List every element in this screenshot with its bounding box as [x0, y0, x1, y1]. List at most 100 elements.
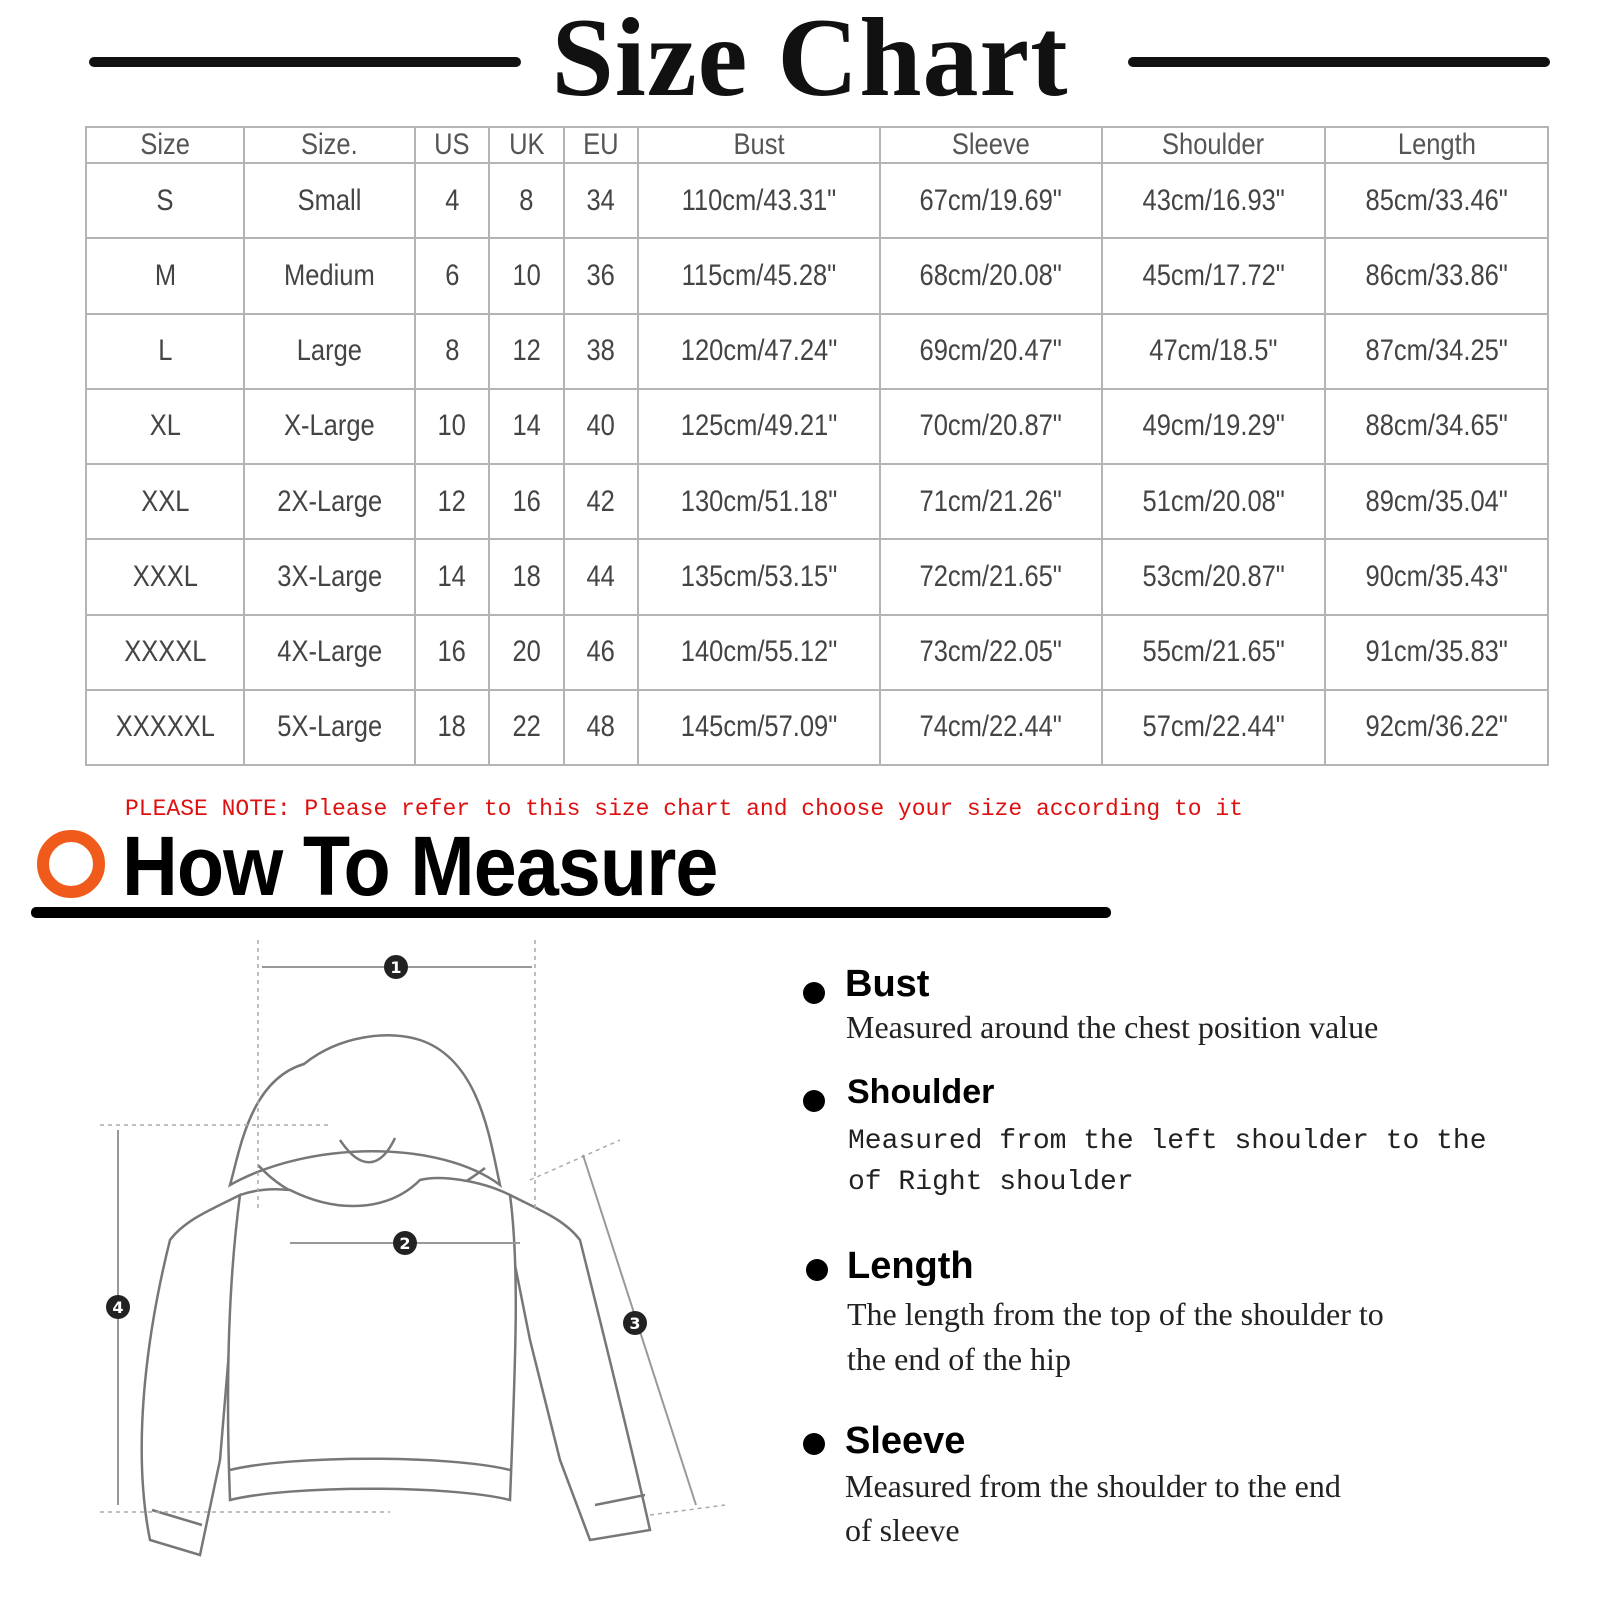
table-cell-value: 5X-Large: [277, 710, 382, 744]
table-cell: 74cm/22.44": [879, 688, 1103, 767]
measure-item-desc: of Right shoulder: [848, 1167, 1134, 1198]
table-cell: 20: [488, 613, 565, 691]
table-cell-value: Medium: [284, 258, 375, 292]
table-cell-value: 8: [444, 334, 460, 368]
title-rule-left: [89, 57, 521, 67]
measure-item-desc: Measured around the chest position value: [846, 1009, 1379, 1045]
table-cell-value: 34: [586, 183, 616, 217]
table-cell: 91cm/35.83": [1324, 613, 1549, 691]
table-cell-value: 45cm/17.72": [1142, 258, 1285, 292]
table-cell-value: 57cm/22.44": [1142, 710, 1285, 744]
column-header-label: Bust: [733, 128, 785, 161]
table-cell-value: 14: [437, 559, 467, 593]
table-cell: 90cm/35.43": [1324, 538, 1549, 616]
table-cell: 87cm/34.25": [1324, 312, 1549, 390]
table-cell-value: 110cm/43.31": [681, 183, 837, 217]
table-cell-value: XXL: [140, 484, 190, 518]
table-cell: 12: [414, 462, 490, 541]
table-cell: 53cm/20.87": [1101, 538, 1326, 616]
marker-3: 3: [629, 1314, 640, 1333]
marker-3-icon: [623, 1311, 647, 1335]
measure-item-title: Length: [847, 1245, 974, 1287]
table-cell-value: 130cm/51.18": [680, 484, 838, 518]
table-cell-value: 73cm/22.05": [919, 635, 1063, 669]
table-cell: L: [85, 312, 245, 390]
table-cell: 44: [563, 538, 639, 616]
column-header-label: EU: [583, 128, 619, 161]
table-cell: 67cm/19.69": [879, 161, 1103, 240]
table-cell-value: 18: [437, 710, 467, 744]
table-cell-value: 69cm/20.47": [919, 334, 1063, 368]
table-row: XXXXL 4X-Large 16 20 46 140cm/55.12" 73cm/22.0…: [85, 613, 1549, 691]
table-cell: 120cm/47.24": [637, 312, 881, 390]
table-cell-value: 71cm/21.26": [919, 484, 1063, 518]
table-cell: 8: [414, 312, 490, 390]
table-cell: 70cm/20.87": [879, 387, 1103, 466]
measure-item-desc: Measured from the left shoulder to the: [848, 1126, 1487, 1157]
table-cell-value: 42: [586, 484, 616, 518]
table-cell-value: Small: [297, 183, 362, 217]
table-cell: 71cm/21.26": [879, 462, 1103, 541]
measure-item-desc: the end of the hip: [847, 1341, 1071, 1377]
table-cell-value: 88cm/34.65": [1365, 409, 1508, 443]
table-cell-value: 89cm/35.04": [1365, 484, 1508, 518]
table-cell-value: 67cm/19.69": [919, 183, 1063, 217]
table-cell-value: 12: [512, 334, 541, 368]
title-rule-right: [1128, 57, 1550, 67]
table-cell: 16: [488, 462, 565, 541]
table-cell-value: 44: [586, 559, 616, 593]
table-cell: 14: [488, 387, 565, 466]
table-cell-value: 8: [519, 183, 534, 217]
table-row: M Medium 6 10 36 115cm/45.28" 68cm/20.08" 45cm/…: [85, 237, 1549, 315]
marker-2-icon: [393, 1231, 417, 1255]
measure-item-desc: of sleeve: [845, 1512, 960, 1548]
diagram-markers: 1 2 3 4: [106, 955, 647, 1335]
table-cell-value: 140cm/55.12": [680, 635, 838, 669]
table-cell-value: 86cm/33.86": [1365, 258, 1508, 292]
table-cell: Small: [243, 161, 416, 240]
marker-4: 4: [112, 1298, 123, 1317]
table-cell-value: XXXL: [132, 559, 198, 593]
size-table: Size Size. US UK EU Bust Sleeve Shoulder Length …: [85, 126, 1549, 767]
measure-item-desc: Measured from the shoulder to the end: [845, 1468, 1341, 1504]
table-cell: XXXXL: [85, 613, 245, 691]
table-cell-value: 115cm/45.28": [681, 258, 837, 292]
table-cell-value: XL: [149, 409, 181, 443]
table-cell: 88cm/34.65": [1324, 387, 1549, 466]
table-cell: 2X-Large: [243, 462, 416, 541]
table-cell-value: 91cm/35.83": [1365, 635, 1508, 669]
table-cell-value: 74cm/22.44": [919, 710, 1063, 744]
marker-2: 2: [399, 1234, 410, 1253]
table-cell-value: 92cm/36.22": [1365, 710, 1508, 744]
column-header-label: UK: [508, 128, 545, 161]
table-cell-value: 6: [444, 258, 460, 292]
table-row: L Large 8 12 38 120cm/47.24" 69cm/20.47" 47cm/1…: [85, 312, 1549, 390]
bullet-icon: [803, 1090, 825, 1112]
table-cell: 10: [488, 237, 565, 315]
table-cell-value: L: [157, 334, 173, 368]
table-cell: 69cm/20.47": [879, 312, 1103, 390]
table-cell-value: 10: [512, 258, 541, 292]
table-cell: 89cm/35.04": [1324, 462, 1549, 541]
table-cell-value: 16: [512, 484, 541, 518]
orange-ring-icon: [37, 830, 105, 898]
table-cell: 14: [414, 538, 490, 616]
please-note: PLEASE NOTE: Please refer to this size c…: [125, 796, 1243, 822]
table-cell-value: 85cm/33.46": [1365, 183, 1508, 217]
table-cell: 4X-Large: [243, 613, 416, 691]
column-header-label: Sleeve: [952, 128, 1030, 161]
table-cell: 68cm/20.08": [879, 237, 1103, 315]
table-cell-value: 46: [586, 635, 616, 669]
table-cell: 55cm/21.65": [1101, 613, 1326, 691]
table-cell: XXXL: [85, 538, 245, 616]
table-cell: 110cm/43.31": [637, 161, 881, 240]
column-header: Sleeve: [879, 126, 1103, 164]
table-cell: 72cm/21.65": [879, 538, 1103, 616]
heading-underline: [31, 907, 1111, 918]
table-cell: 42: [563, 462, 639, 541]
table-cell-value: 16: [437, 635, 467, 669]
table-cell: XXXXXL: [85, 688, 245, 767]
marker-1-icon: [384, 955, 408, 979]
table-cell-value: 14: [512, 409, 541, 443]
table-cell: 48: [563, 688, 639, 767]
